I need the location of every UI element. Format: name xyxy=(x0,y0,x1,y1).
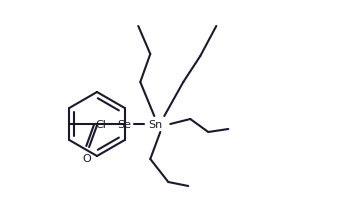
Text: Se: Se xyxy=(117,119,131,129)
Text: Cl: Cl xyxy=(96,119,107,129)
Text: O: O xyxy=(82,153,91,163)
Text: Sn: Sn xyxy=(148,119,163,129)
